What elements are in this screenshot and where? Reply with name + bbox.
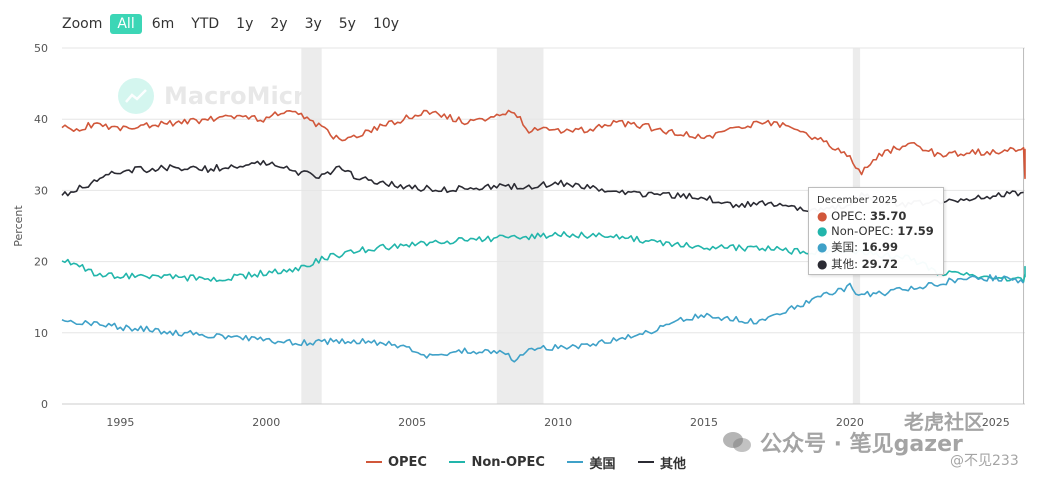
tooltip-title: December 2025 (817, 195, 898, 206)
x-tick-label: 2000 (252, 416, 280, 429)
tooltip-row-other: ● 其他: 29.72 (817, 257, 899, 271)
community-watermark: 老虎社区 (904, 410, 984, 434)
legend-swatch-other (638, 461, 655, 463)
wechat-icon (723, 432, 751, 452)
x-tick-label: 2015 (690, 416, 718, 429)
zoom-button-1y[interactable]: 1y (236, 16, 254, 32)
legend-label-us: 美国 (589, 456, 616, 472)
legend-label-other: 其他 (660, 456, 687, 472)
tooltip-value-other: 29.72 (861, 257, 899, 271)
series-line-opec (61, 109, 1026, 180)
wechat-account-watermark: 公众号 · 笔见gazer (722, 426, 963, 458)
legend-swatch-non-opec (449, 461, 466, 463)
tooltip-label-opec: OPEC (831, 209, 863, 223)
chart-legend: OPEC Non-OPEC 美国 其他 (0, 452, 1052, 472)
author-handle: @不见233 (950, 453, 1019, 469)
legend-item-non-opec[interactable]: Non-OPEC (449, 454, 545, 470)
zoom-button-5y[interactable]: 5y (338, 16, 356, 32)
legend-label-non-opec: Non-OPEC (471, 454, 545, 470)
tooltip-dot-non-opec: ● (817, 224, 828, 238)
zoom-label: Zoom (62, 16, 103, 32)
y-tick-label: 30 (34, 184, 48, 197)
tooltip-row-us: ● 美国: 16.99 (817, 240, 899, 254)
tooltip-value-us: 16.99 (861, 240, 899, 254)
tooltip-value-opec: 35.70 (869, 209, 907, 223)
tooltip-label-us: 美国 (831, 240, 855, 254)
zoom-button-all[interactable]: All (110, 14, 142, 34)
tooltip-value-non-opec: 17.59 (897, 224, 934, 238)
tooltip-dot-us: ● (817, 240, 828, 254)
zoom-button-3y[interactable]: 3y (304, 16, 322, 32)
legend-swatch-opec (365, 461, 382, 463)
x-tick-label: 2010 (544, 416, 572, 429)
legend-item-opec[interactable]: OPEC (365, 454, 427, 470)
y-tick-label: 20 (34, 256, 48, 269)
zoom-button-2y[interactable]: 2y (270, 16, 288, 32)
x-tick-label: 1995 (106, 416, 134, 429)
x-tick-label: 2005 (398, 416, 426, 429)
zoom-button-6m[interactable]: 6m (151, 16, 175, 32)
y-tick-label: 10 (34, 327, 48, 340)
y-tick-label: 50 (34, 42, 48, 55)
macromicro-logo-icon (118, 78, 154, 114)
zoom-button-10y[interactable]: 10y (372, 16, 400, 32)
tooltip-row-non-opec: ● Non-OPEC: 17.59 (817, 224, 934, 238)
series-line-us (61, 274, 1025, 363)
y-tick-label: 40 (34, 113, 48, 126)
tooltip-label-non-opec: Non-OPEC (831, 224, 890, 238)
tooltip-dot-other: ● (817, 257, 828, 271)
y-axis-label: Percent (12, 205, 25, 247)
recession-band (301, 48, 322, 404)
legend-swatch-us (567, 461, 584, 463)
x-tick-label: 2020 (836, 416, 864, 429)
legend-label-opec: OPEC (387, 454, 427, 470)
macromicro-watermark: MacroMicro (118, 78, 321, 114)
y-tick-label: 0 (41, 398, 48, 411)
zoom-button-ytd[interactable]: YTD (191, 16, 220, 32)
recession-band (496, 48, 544, 404)
watermark-text: MacroMicro (164, 82, 322, 110)
x-tick-label: 2025 (982, 416, 1010, 429)
legend-item-us[interactable]: 美国 (567, 453, 616, 472)
tooltip-dot-opec: ● (817, 209, 828, 223)
repost-watermark: 公众号 · 笔见gazer 老虎社区 @不见233 (722, 404, 1042, 474)
tooltip-label-other: 其他 (831, 257, 855, 271)
chart-tooltip: December 2025 ● OPEC: 35.70 ● Non-OPEC: … (808, 187, 944, 275)
tooltip-row-opec: ● OPEC: 35.70 (817, 209, 907, 223)
legend-item-other[interactable]: 其他 (638, 453, 686, 472)
wechat-account-text: 公众号 · 笔见gazer (760, 432, 963, 457)
zoom-bar: Zoom All 6m YTD 1y 2y 3y 5y 10y (62, 12, 409, 36)
